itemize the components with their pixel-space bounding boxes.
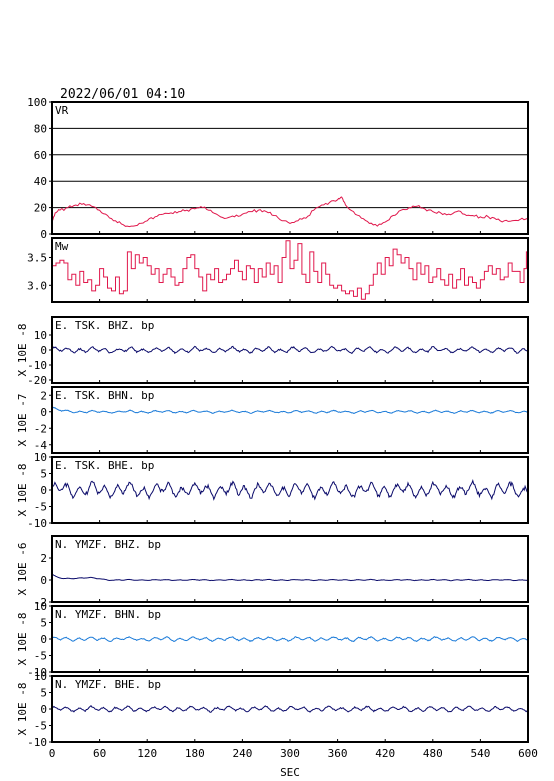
panel-frame — [51, 101, 529, 235]
x-tick-label: 360 — [328, 747, 348, 760]
panel-label: E. TSK. BHE. bp — [55, 459, 154, 472]
y-tick-label: 0 — [40, 633, 47, 646]
y-tick-label: 20 — [34, 202, 47, 215]
panel-frame — [51, 605, 529, 673]
y-tick-label: 3.5 — [27, 251, 47, 264]
panel-label: E. TSK. BHZ. bp — [55, 319, 154, 332]
panel-e-tsk-bhn-bp: 2 0 -2 -4 E. TSK. BHN. bp X 10E -7 — [16, 386, 529, 454]
y-tick-label: -5 — [34, 650, 47, 663]
panel-frame — [51, 675, 529, 743]
y-tick-label: -5 — [34, 501, 47, 514]
x-tick-label: 600 — [518, 747, 538, 760]
trace-line — [52, 240, 529, 300]
y-tick-label: -10 — [27, 736, 47, 749]
y-tick-label: 5 — [40, 617, 47, 630]
y-tick-label: 3.0 — [27, 279, 47, 292]
scale-label: X 10E -6 — [16, 543, 29, 596]
trace-line — [51, 345, 529, 355]
panel-n-ymzf-bhe-bp: 10 5 0 -5 -10 N. YMZF. BHE. bp X 10E -8 — [16, 670, 529, 749]
scale-label: X 10E -7 — [16, 394, 29, 447]
panel-mw: 3.5 3.0 Mw — [27, 237, 529, 303]
y-tick-label: 2 — [40, 389, 47, 402]
panel-label: VR — [55, 104, 69, 117]
y-tick-label: 10 — [34, 451, 47, 464]
panel-frame — [51, 535, 529, 603]
y-tick-label: 80 — [34, 122, 47, 135]
y-tick-label: -20 — [27, 374, 47, 387]
scale-label: X 10E -8 — [16, 324, 29, 377]
y-tick-label: 40 — [34, 175, 47, 188]
x-tick-label: 60 — [93, 747, 106, 760]
y-tick-label: 0 — [40, 228, 47, 241]
trace-line — [51, 573, 528, 582]
scale-label: X 10E -8 — [16, 613, 29, 666]
panel-frame — [51, 237, 529, 303]
figure-title: 2022/06/01 04:10 — [60, 87, 185, 102]
x-tick-label: 540 — [470, 747, 490, 760]
trace-line — [52, 406, 529, 414]
y-tick-label: 10 — [34, 329, 47, 342]
y-tick-label: 10 — [34, 600, 47, 613]
y-tick-label: 0 — [40, 344, 47, 357]
y-tick-label: 0 — [40, 703, 47, 716]
x-tick-label: 300 — [280, 747, 300, 760]
y-tick-label: -10 — [27, 666, 47, 679]
y-tick-label: 60 — [34, 149, 47, 162]
panel-frame — [51, 456, 529, 524]
x-tick-label: 480 — [423, 747, 443, 760]
x-tick-label: 120 — [137, 747, 157, 760]
x-axis-label: SEC — [280, 766, 300, 779]
y-tick-label: 0 — [40, 574, 47, 587]
y-tick-label: 5 — [40, 687, 47, 700]
trace-line — [51, 196, 529, 228]
x-tick-label: 240 — [232, 747, 252, 760]
y-tick-label: 0 — [40, 484, 47, 497]
y-tick-label: -2 — [34, 422, 47, 435]
y-tick-label: -2 — [34, 596, 47, 609]
y-tick-label: 100 — [27, 96, 47, 109]
panel-label: Mw — [55, 240, 69, 253]
x-tick-label: 180 — [185, 747, 205, 760]
x-tick-label: 420 — [375, 747, 395, 760]
y-tick-label: -10 — [27, 517, 47, 530]
panel-frame — [51, 386, 529, 454]
y-tick-label: 0 — [40, 406, 47, 419]
panel-n-ymzf-bhn-bp: 10 5 0 -5 -10 N. YMZF. BHN. bp X 10E -8 — [16, 600, 529, 679]
panel-label: N. YMZF. BHE. bp — [55, 678, 161, 691]
y-tick-label: 2 — [40, 552, 47, 565]
y-tick-label: -5 — [34, 720, 47, 733]
scale-label: X 10E -8 — [16, 683, 29, 736]
panel-n-ymzf-bhz-bp: 2 0 -2 N. YMZF. BHZ. bp X 10E -6 — [16, 535, 529, 609]
panel-label: N. YMZF. BHZ. bp — [55, 538, 161, 551]
y-tick-label: -4 — [34, 439, 48, 452]
scale-label: X 10E -8 — [16, 464, 29, 517]
panel-e-tsk-bhz-bp: 10 0 -10 -20 E. TSK. BHZ. bp X 10E -8 — [16, 316, 529, 387]
panel-label: N. YMZF. BHN. bp — [55, 608, 161, 621]
trace-line — [51, 636, 529, 643]
y-tick-label: 10 — [34, 670, 47, 683]
panel-frame — [51, 316, 529, 384]
panel-vr: 0 20 40 60 80 100 VR — [27, 96, 529, 241]
panel-e-tsk-bhe-bp: 10 5 0 -5 -10 E. TSK. BHE. bp X 10E -8 — [16, 451, 529, 530]
x-axis: 0 60 120 180 240 300 360 420 480 540 600 — [49, 747, 538, 760]
panel-label: E. TSK. BHN. bp — [55, 389, 154, 402]
y-tick-label: 5 — [40, 468, 47, 481]
trace-line — [51, 704, 529, 713]
x-tick-label: 0 — [49, 747, 56, 760]
trace-line — [51, 479, 529, 501]
y-tick-label: -10 — [27, 359, 47, 372]
